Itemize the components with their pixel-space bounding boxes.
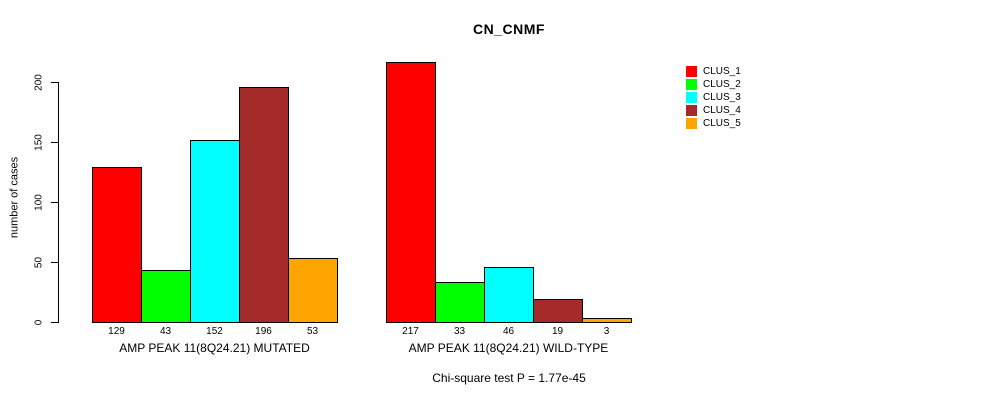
legend-swatch-clus_1 [686, 66, 697, 77]
bar-clus_1-group2 [386, 62, 436, 323]
bar-value-label: 19 [551, 326, 564, 337]
legend: CLUS_1 CLUS_2 CLUS_3 CLUS_4 CLUS_5 [686, 66, 741, 131]
legend-label: CLUS_1 [703, 66, 741, 77]
bar-value-label: 196 [255, 326, 272, 337]
bar-value-label: 53 [306, 326, 319, 337]
y-axis-tick [51, 82, 59, 83]
bar-value-label: 46 [502, 326, 515, 337]
y-axis-label: number of cases [8, 156, 21, 239]
bar-clus_2-group2 [435, 282, 485, 323]
bar-clus_4-group1 [239, 87, 289, 323]
legend-label: CLUS_5 [703, 118, 741, 129]
legend-swatch-clus_5 [686, 118, 697, 129]
legend-label: CLUS_3 [703, 92, 741, 103]
bar-value-label: 129 [108, 326, 125, 337]
bar-clus_2-group1 [141, 270, 191, 323]
bar-value-label: 43 [159, 326, 172, 337]
legend-row-clus_3: CLUS_3 [686, 92, 741, 103]
legend-swatch-clus_3 [686, 92, 697, 103]
chart-title: CN_CNMF [473, 21, 545, 37]
y-axis-tick-label: 150 [33, 134, 45, 151]
bar-clus_4-group2 [533, 299, 583, 323]
bar-clus_5-group2 [582, 318, 632, 323]
bar-value-label: 217 [402, 326, 419, 337]
legend-row-clus_1: CLUS_1 [686, 66, 741, 77]
y-axis-tick [51, 202, 59, 203]
bar-clus_3-group1 [190, 140, 240, 323]
bar-value-label: 3 [603, 326, 610, 337]
y-axis-tick [51, 262, 59, 263]
legend-row-clus_5: CLUS_5 [686, 118, 741, 129]
bar-clus_5-group1 [288, 258, 338, 323]
y-axis-tick [51, 322, 59, 323]
bar-clus_3-group2 [484, 267, 534, 323]
y-axis-tick [51, 142, 59, 143]
group-label: AMP PEAK 11(8Q24.21) MUTATED [119, 341, 310, 355]
legend-swatch-clus_2 [686, 79, 697, 90]
legend-label: CLUS_4 [703, 105, 741, 116]
y-axis-tick-label: 50 [33, 256, 45, 269]
y-axis-tick-label: 0 [33, 319, 45, 326]
legend-label: CLUS_2 [703, 79, 741, 90]
legend-swatch-clus_4 [686, 105, 697, 116]
chi-square-annotation: Chi-square test P = 1.77e-45 [432, 371, 586, 385]
y-axis-tick-label: 200 [33, 74, 45, 91]
bar-value-label: 152 [206, 326, 223, 337]
legend-row-clus_2: CLUS_2 [686, 79, 741, 90]
group-label: AMP PEAK 11(8Q24.21) WILD-TYPE [408, 341, 609, 355]
bar-clus_1-group1 [92, 167, 142, 323]
y-axis-tick-label: 100 [33, 194, 45, 211]
legend-row-clus_4: CLUS_4 [686, 105, 741, 116]
bar-value-label: 33 [453, 326, 466, 337]
